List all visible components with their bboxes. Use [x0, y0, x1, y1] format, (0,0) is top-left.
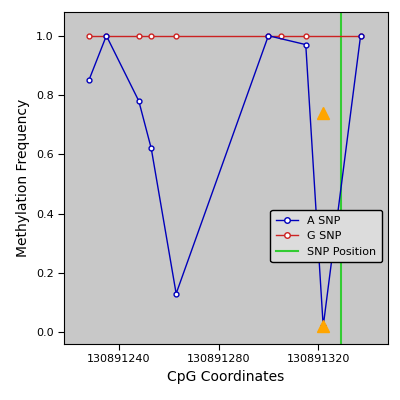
Legend: A SNP, G SNP, SNP Position: A SNP, G SNP, SNP Position [270, 210, 382, 262]
X-axis label: CpG Coordinates: CpG Coordinates [167, 370, 285, 384]
Y-axis label: Methylation Frequency: Methylation Frequency [16, 99, 30, 257]
